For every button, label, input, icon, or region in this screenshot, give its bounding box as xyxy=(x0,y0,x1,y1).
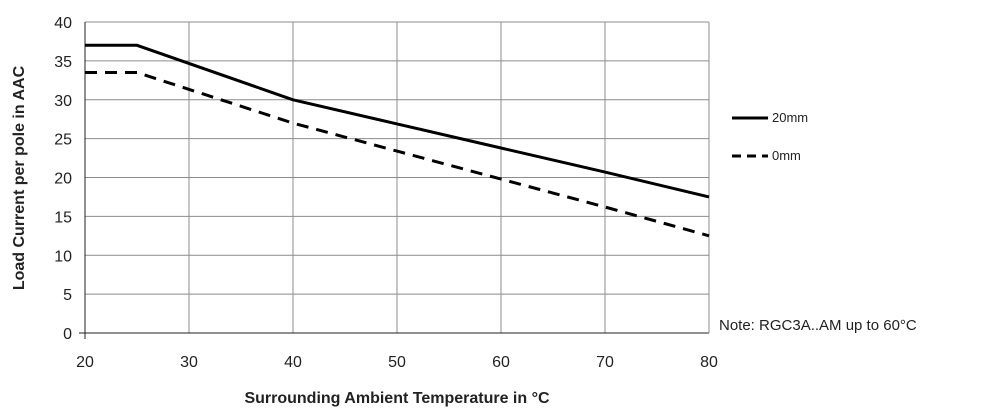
y-tick-label: 35 xyxy=(54,54,72,71)
series-group xyxy=(85,43,710,238)
x-tick-label: 30 xyxy=(180,354,198,371)
legend: 20mm 0mm xyxy=(732,110,808,163)
y-tick-label: 30 xyxy=(54,93,72,110)
grid xyxy=(79,21,710,339)
x-tick-labels: 20 30 40 50 60 70 80 xyxy=(76,354,718,371)
x-tick-label: 20 xyxy=(76,354,94,371)
y-tick-label: 25 xyxy=(54,132,72,149)
x-axis-title: Surrounding Ambient Temperature in °C xyxy=(244,390,550,407)
x-tick-label: 40 xyxy=(284,354,302,371)
x-tick-label: 60 xyxy=(492,354,510,371)
chart-note: Note: RGC3A..AM up to 60°C xyxy=(719,317,917,334)
y-tick-label: 15 xyxy=(54,209,72,226)
y-tick-label: 5 xyxy=(63,287,72,304)
y-tick-label: 20 xyxy=(54,171,72,188)
x-tick-label: 80 xyxy=(700,354,718,371)
y-tick-label: 0 xyxy=(63,326,72,343)
legend-label-20mm: 20mm xyxy=(772,110,808,125)
y-tick-labels: 0 5 10 15 20 25 30 35 40 xyxy=(54,15,72,343)
series-line-20mm xyxy=(85,43,710,199)
x-tick-label: 50 xyxy=(388,354,406,371)
x-tick-label: 70 xyxy=(596,354,614,371)
y-tick-label: 40 xyxy=(54,15,72,32)
series-line-0mm xyxy=(85,71,710,238)
y-axis-title: Load Current per pole in AAC xyxy=(11,65,28,290)
legend-label-0mm: 0mm xyxy=(772,148,801,163)
y-tick-label: 10 xyxy=(54,248,72,265)
